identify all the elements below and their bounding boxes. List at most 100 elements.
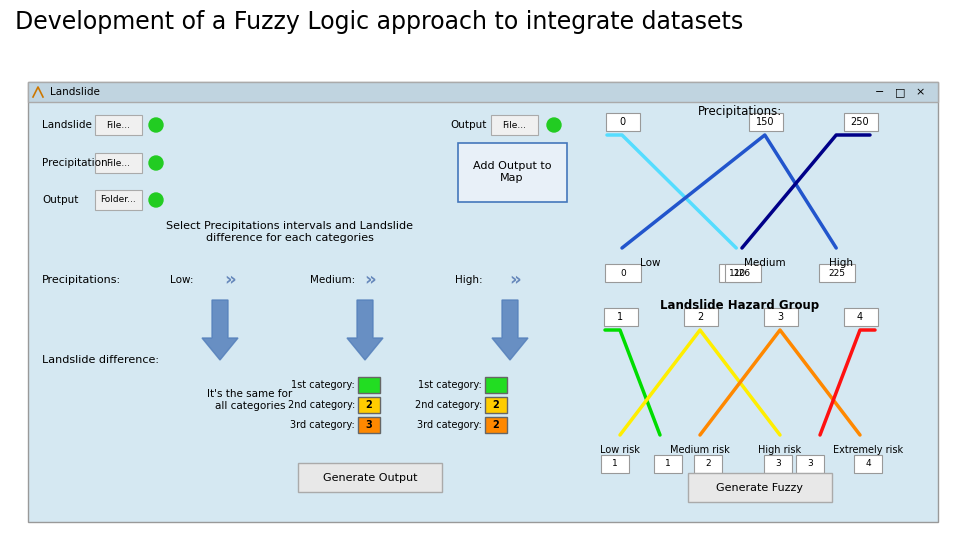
FancyBboxPatch shape (854, 455, 882, 473)
FancyBboxPatch shape (95, 115, 142, 135)
FancyBboxPatch shape (485, 377, 507, 393)
FancyArrow shape (347, 300, 383, 360)
Text: Folder...: Folder... (100, 195, 136, 205)
Text: 3rd category:: 3rd category: (418, 420, 482, 430)
Text: 126: 126 (734, 268, 752, 278)
FancyBboxPatch shape (796, 455, 824, 473)
Text: Low: Low (640, 258, 660, 268)
Text: File...: File... (106, 120, 130, 130)
Text: 3: 3 (775, 460, 780, 469)
FancyArrow shape (492, 300, 528, 360)
Text: »: » (509, 271, 521, 289)
FancyBboxPatch shape (764, 455, 792, 473)
Text: Generate Output: Generate Output (323, 473, 418, 483)
Text: File...: File... (106, 159, 130, 167)
Text: Low risk: Low risk (600, 445, 640, 455)
FancyBboxPatch shape (604, 308, 638, 326)
Text: 1st category:: 1st category: (291, 380, 355, 390)
Circle shape (149, 118, 163, 132)
Text: High risk: High risk (758, 445, 802, 455)
Text: 150: 150 (756, 117, 774, 127)
Text: 2nd category:: 2nd category: (415, 400, 482, 410)
Circle shape (149, 156, 163, 170)
Text: »: » (364, 271, 376, 289)
Text: Precipitations:: Precipitations: (42, 275, 121, 285)
Text: 0: 0 (620, 268, 626, 278)
FancyArrow shape (202, 300, 238, 360)
Text: Select Precipitations intervals and Landslide
difference for each categories: Select Precipitations intervals and Land… (166, 221, 414, 243)
FancyBboxPatch shape (725, 264, 761, 282)
FancyBboxPatch shape (358, 417, 380, 433)
Text: 4: 4 (857, 312, 863, 322)
FancyBboxPatch shape (819, 264, 855, 282)
Text: 2: 2 (706, 460, 710, 469)
Text: Precipitation: Precipitation (42, 158, 108, 168)
FancyBboxPatch shape (458, 143, 567, 202)
FancyBboxPatch shape (358, 397, 380, 413)
Text: 2: 2 (697, 312, 703, 322)
Text: Output: Output (450, 120, 487, 130)
Text: 225: 225 (828, 268, 846, 278)
Text: 1: 1 (665, 460, 671, 469)
Text: High:: High: (455, 275, 483, 285)
FancyBboxPatch shape (684, 308, 718, 326)
Text: Landslide: Landslide (50, 87, 100, 97)
FancyBboxPatch shape (601, 455, 629, 473)
Text: 2: 2 (366, 400, 372, 410)
FancyBboxPatch shape (688, 473, 832, 502)
Text: File...: File... (502, 120, 526, 130)
FancyBboxPatch shape (605, 264, 641, 282)
Text: Low:: Low: (170, 275, 194, 285)
Text: Add Output to
Map: Add Output to Map (472, 161, 551, 183)
Text: 2nd category:: 2nd category: (288, 400, 355, 410)
FancyBboxPatch shape (95, 190, 142, 210)
FancyBboxPatch shape (654, 455, 682, 473)
Text: Development of a Fuzzy Logic approach to integrate datasets: Development of a Fuzzy Logic approach to… (15, 10, 743, 34)
Text: Output: Output (42, 195, 79, 205)
Text: 1st category:: 1st category: (419, 380, 482, 390)
Circle shape (547, 118, 561, 132)
Text: Extremely risk: Extremely risk (833, 445, 903, 455)
Text: Precipitations:: Precipitations: (698, 105, 782, 118)
FancyBboxPatch shape (844, 308, 878, 326)
Text: 3rd category:: 3rd category: (290, 420, 355, 430)
Text: Medium: Medium (744, 258, 785, 268)
FancyBboxPatch shape (749, 113, 782, 131)
Text: 2: 2 (492, 420, 499, 430)
Text: 120: 120 (729, 268, 746, 278)
Text: 0: 0 (619, 117, 625, 127)
Text: Landslide: Landslide (42, 120, 92, 130)
Text: −: − (876, 87, 885, 97)
Text: 1: 1 (617, 312, 623, 322)
Text: It's the same for
all categories: It's the same for all categories (207, 389, 293, 411)
FancyBboxPatch shape (298, 463, 442, 492)
Text: High: High (829, 258, 853, 268)
FancyBboxPatch shape (764, 308, 798, 326)
Text: Medium risk: Medium risk (670, 445, 730, 455)
FancyBboxPatch shape (95, 153, 142, 173)
Text: 1: 1 (612, 460, 618, 469)
Text: 4: 4 (865, 460, 871, 469)
Circle shape (149, 193, 163, 207)
FancyBboxPatch shape (606, 113, 640, 131)
Text: Landslide difference:: Landslide difference: (42, 355, 159, 365)
Text: Landslide Hazard Group: Landslide Hazard Group (660, 299, 820, 312)
Text: Generate Fuzzy: Generate Fuzzy (716, 483, 804, 493)
FancyBboxPatch shape (491, 115, 538, 135)
Text: »: » (224, 271, 236, 289)
FancyBboxPatch shape (28, 82, 938, 522)
FancyBboxPatch shape (719, 264, 756, 282)
Text: □: □ (895, 87, 905, 97)
FancyBboxPatch shape (28, 82, 938, 102)
FancyBboxPatch shape (485, 417, 507, 433)
FancyBboxPatch shape (694, 455, 722, 473)
Text: 3: 3 (807, 460, 813, 469)
Text: Medium:: Medium: (310, 275, 355, 285)
Text: 3: 3 (777, 312, 783, 322)
FancyBboxPatch shape (485, 397, 507, 413)
Text: 2: 2 (492, 400, 499, 410)
FancyBboxPatch shape (844, 113, 878, 131)
Text: ×: × (915, 87, 924, 97)
FancyBboxPatch shape (358, 377, 380, 393)
Text: 250: 250 (851, 117, 870, 127)
